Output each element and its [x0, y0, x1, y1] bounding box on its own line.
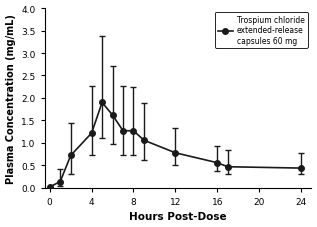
- Trospium chloride
extended-release
capsules 60 mg: [215, 162, 219, 164]
- Trospium chloride
extended-release
capsules 60 mg: [48, 186, 52, 188]
- Y-axis label: Plasma Concentration (mg/mL): Plasma Concentration (mg/mL): [6, 14, 16, 183]
- Trospium chloride
extended-release
capsules 60 mg: [299, 167, 303, 170]
- Legend: Trospium chloride
extended-release
capsules 60 mg: Trospium chloride extended-release capsu…: [215, 13, 307, 49]
- Line: Trospium chloride
extended-release
capsules 60 mg: Trospium chloride extended-release capsu…: [47, 100, 304, 190]
- Trospium chloride
extended-release
capsules 60 mg: [100, 102, 104, 104]
- Trospium chloride
extended-release
capsules 60 mg: [132, 130, 135, 133]
- Trospium chloride
extended-release
capsules 60 mg: [69, 154, 73, 157]
- Trospium chloride
extended-release
capsules 60 mg: [58, 180, 62, 183]
- Trospium chloride
extended-release
capsules 60 mg: [142, 139, 146, 142]
- Trospium chloride
extended-release
capsules 60 mg: [226, 166, 230, 168]
- X-axis label: Hours Post-Dose: Hours Post-Dose: [129, 212, 227, 222]
- Trospium chloride
extended-release
capsules 60 mg: [111, 114, 114, 117]
- Trospium chloride
extended-release
capsules 60 mg: [173, 152, 177, 155]
- Trospium chloride
extended-release
capsules 60 mg: [90, 132, 94, 135]
- Trospium chloride
extended-release
capsules 60 mg: [121, 130, 125, 133]
